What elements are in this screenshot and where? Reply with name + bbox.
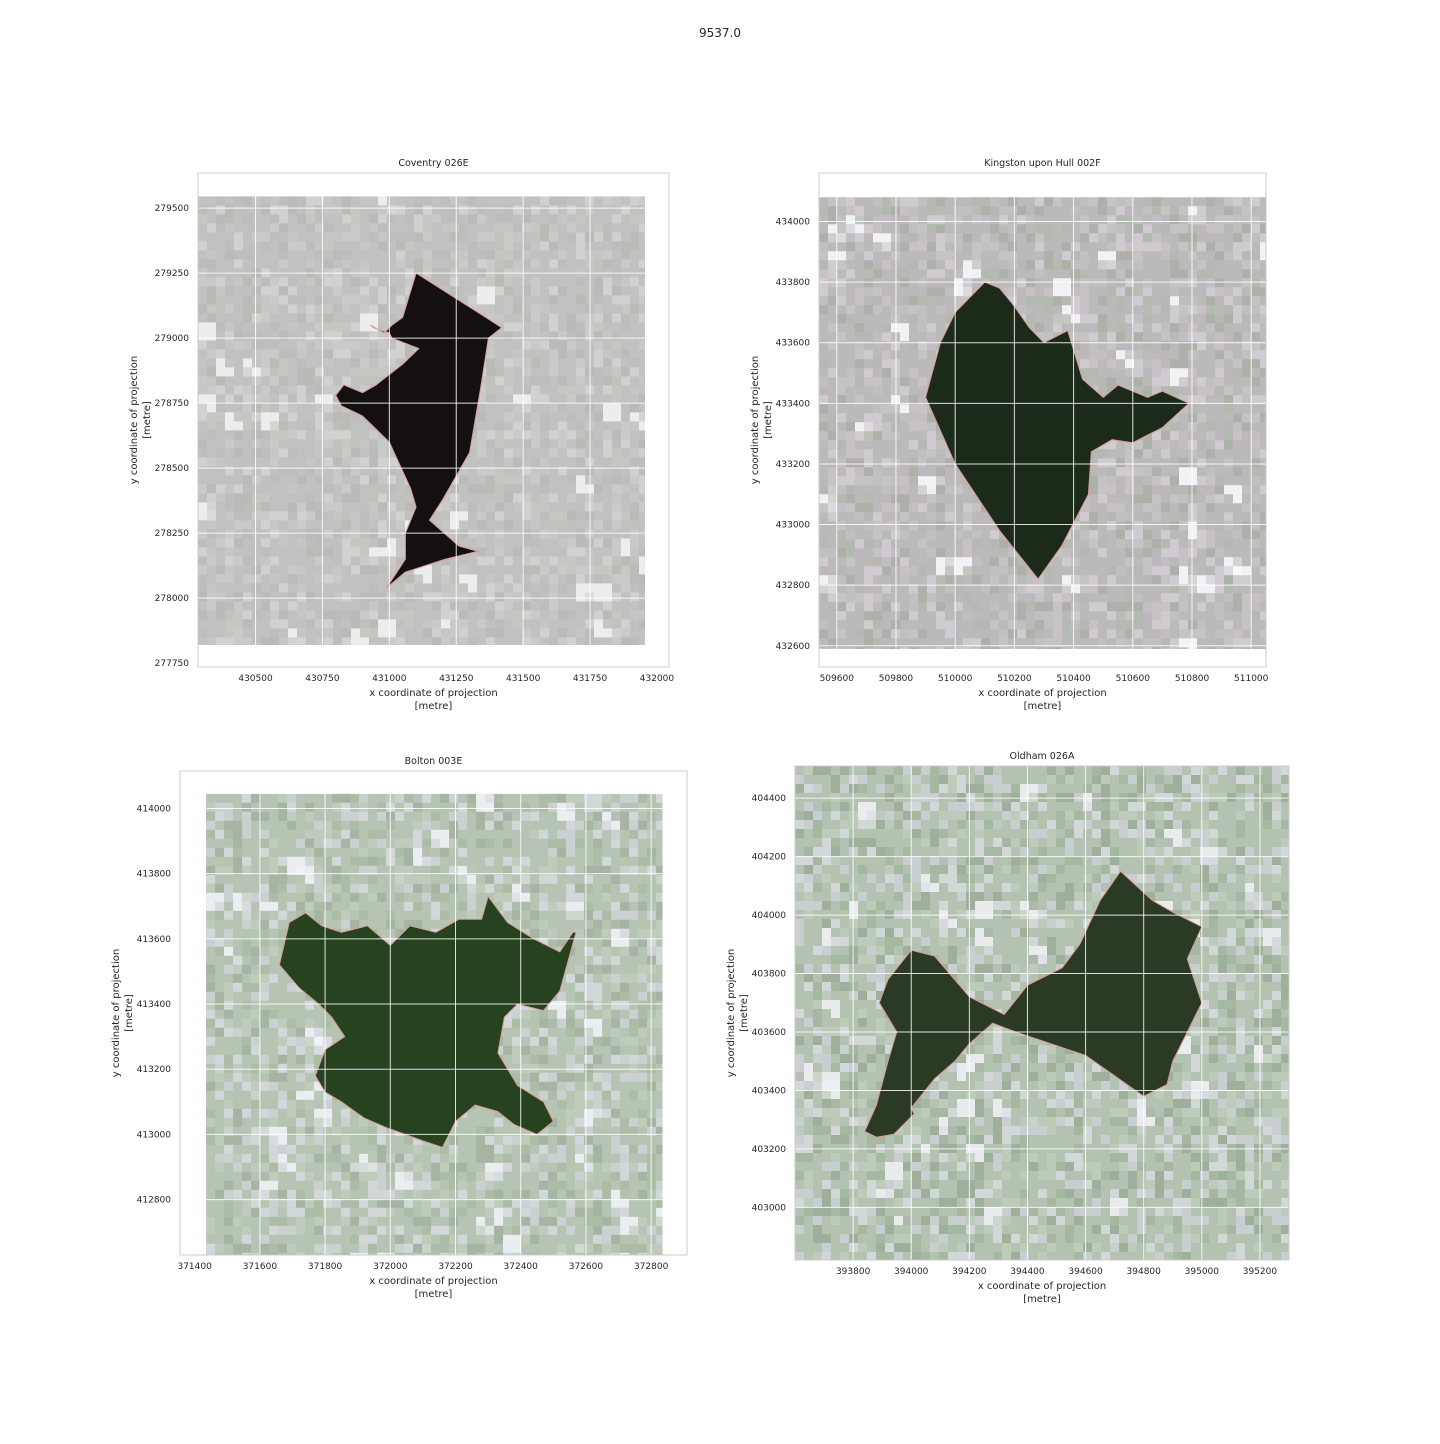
x-axis-label: [metre] bbox=[1023, 1294, 1061, 1305]
x-tick-label: 431250 bbox=[439, 674, 474, 684]
y-tick-label: 404000 bbox=[752, 911, 787, 921]
x-tick-label: 394800 bbox=[1127, 1267, 1162, 1277]
y-tick-label: 279000 bbox=[155, 334, 190, 344]
x-tick-label: 393800 bbox=[836, 1267, 871, 1277]
x-tick-label: 510800 bbox=[1175, 674, 1210, 684]
y-tick-label: 434000 bbox=[776, 217, 811, 227]
y-tick-label: 413000 bbox=[137, 1130, 172, 1140]
x-axis-label: [metre] bbox=[415, 1289, 453, 1300]
x-tick-label: 394000 bbox=[894, 1267, 929, 1277]
x-tick-label: 372200 bbox=[438, 1262, 473, 1272]
x-axis-label: x coordinate of projection bbox=[978, 1281, 1106, 1292]
y-axis-label: [metre] bbox=[739, 994, 750, 1032]
x-axis-label: x coordinate of projection bbox=[369, 688, 497, 699]
y-tick-label: 433600 bbox=[776, 339, 811, 349]
panel-title: Oldham 026A bbox=[1010, 751, 1075, 762]
x-tick-label: 510400 bbox=[1056, 674, 1091, 684]
y-axis-label: y coordinate of projection bbox=[111, 949, 122, 1077]
y-tick-label: 432600 bbox=[776, 642, 811, 652]
x-tick-label: 431750 bbox=[573, 674, 608, 684]
x-tick-label: 371400 bbox=[177, 1262, 212, 1272]
y-tick-label: 414000 bbox=[137, 804, 172, 814]
x-tick-label: 509800 bbox=[879, 674, 914, 684]
x-tick-label: 431500 bbox=[506, 674, 541, 684]
y-tick-label: 433800 bbox=[776, 278, 811, 288]
y-axis-label: [metre] bbox=[124, 994, 135, 1032]
y-tick-label: 413800 bbox=[137, 870, 172, 880]
x-tick-label: 430500 bbox=[238, 674, 273, 684]
y-tick-label: 403200 bbox=[752, 1145, 787, 1155]
x-axis-label: [metre] bbox=[415, 701, 453, 712]
x-tick-label: 510200 bbox=[997, 674, 1032, 684]
x-tick-label: 371600 bbox=[243, 1262, 278, 1272]
x-tick-label: 430750 bbox=[305, 674, 340, 684]
y-axis-label: y coordinate of projection bbox=[750, 356, 761, 484]
x-tick-label: 509600 bbox=[820, 674, 855, 684]
figure-suptitle: 9537.0 bbox=[0, 26, 1440, 40]
y-tick-label: 433200 bbox=[776, 460, 811, 470]
x-tick-label: 432000 bbox=[640, 674, 675, 684]
x-tick-label: 372400 bbox=[504, 1262, 539, 1272]
y-tick-label: 413200 bbox=[137, 1065, 172, 1075]
x-axis-label: x coordinate of projection bbox=[369, 1276, 497, 1287]
y-tick-label: 277750 bbox=[155, 659, 190, 669]
y-axis-label: y coordinate of projection bbox=[726, 949, 737, 1077]
x-tick-label: 372800 bbox=[634, 1262, 669, 1272]
y-tick-label: 404200 bbox=[752, 853, 787, 863]
y-tick-label: 403600 bbox=[752, 1028, 787, 1038]
x-tick-label: 431000 bbox=[372, 674, 407, 684]
y-tick-label: 413400 bbox=[137, 1000, 172, 1010]
panel-title: Kingston upon Hull 002F bbox=[984, 158, 1100, 169]
x-tick-label: 394600 bbox=[1068, 1267, 1103, 1277]
y-tick-label: 279250 bbox=[155, 269, 190, 279]
y-axis-label: [metre] bbox=[142, 401, 153, 439]
x-tick-label: 394200 bbox=[952, 1267, 987, 1277]
map-panel: 393800 394000 394200 394400 394600 394800 3950… bbox=[726, 751, 1290, 1305]
y-axis-label: [metre] bbox=[763, 401, 774, 439]
x-tick-label: 371800 bbox=[308, 1262, 343, 1272]
x-tick-label: 510000 bbox=[938, 674, 973, 684]
panel-title: Bolton 003E bbox=[405, 756, 463, 767]
panel-title: Coventry 026E bbox=[398, 158, 468, 169]
x-axis-label: x coordinate of projection bbox=[978, 688, 1106, 699]
x-tick-label: 511000 bbox=[1234, 674, 1269, 684]
y-tick-label: 278250 bbox=[155, 529, 190, 539]
x-tick-label: 394400 bbox=[1010, 1267, 1045, 1277]
y-tick-label: 412800 bbox=[137, 1196, 172, 1206]
x-tick-label: 395000 bbox=[1185, 1267, 1220, 1277]
y-tick-label: 433000 bbox=[776, 521, 811, 531]
y-axis-label: y coordinate of projection bbox=[129, 356, 140, 484]
map-panel: 509600 509800 510000 510200 510400 510600 5108… bbox=[750, 158, 1278, 712]
map-panel: 430500 430750 431000 431250 431500 431750 4320… bbox=[129, 158, 674, 712]
x-axis-label: [metre] bbox=[1024, 701, 1062, 712]
x-tick-label: 372600 bbox=[569, 1262, 604, 1272]
y-tick-label: 278000 bbox=[155, 594, 190, 604]
map-panel: 371400 371600 371800 372000 372200 372400 3726… bbox=[111, 756, 687, 1300]
x-tick-label: 510600 bbox=[1116, 674, 1151, 684]
y-tick-label: 404400 bbox=[752, 794, 787, 804]
y-tick-label: 278500 bbox=[155, 464, 190, 474]
y-tick-label: 403400 bbox=[752, 1086, 787, 1096]
y-tick-label: 413600 bbox=[137, 935, 172, 945]
y-tick-label: 433400 bbox=[776, 399, 811, 409]
x-tick-label: 395200 bbox=[1243, 1267, 1278, 1277]
y-tick-label: 279500 bbox=[155, 204, 190, 214]
y-tick-label: 432800 bbox=[776, 581, 811, 591]
y-tick-label: 403800 bbox=[752, 970, 787, 980]
y-tick-label: 403000 bbox=[752, 1203, 787, 1213]
y-tick-label: 278750 bbox=[155, 399, 190, 409]
x-tick-label: 372000 bbox=[373, 1262, 408, 1272]
